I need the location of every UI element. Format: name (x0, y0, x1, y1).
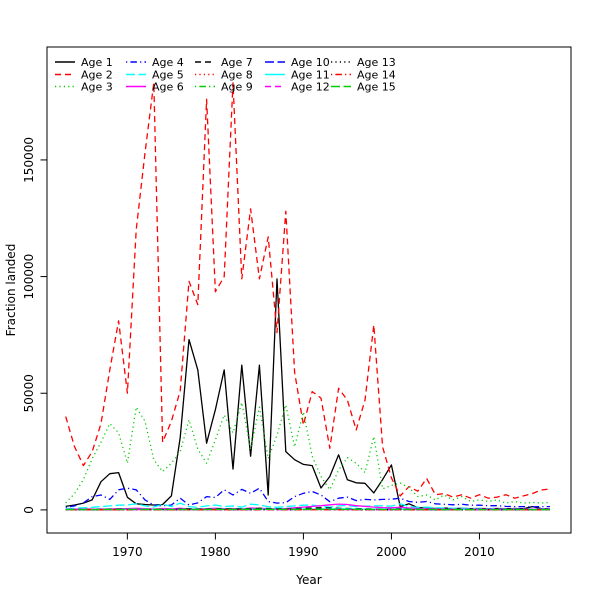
series-line-age-1 (66, 279, 550, 509)
x-tick-label: 2000 (376, 545, 407, 559)
legend-label: Age 1 (81, 56, 113, 69)
legend-label: Age 6 (152, 81, 184, 94)
x-axis-title: Year (295, 573, 321, 587)
x-tick-label: 1980 (200, 545, 231, 559)
legend-item-age-9: Age 9 (195, 81, 253, 94)
x-tick-label: 2010 (464, 545, 495, 559)
x-tick-label: 1990 (288, 545, 319, 559)
legend-item-age-13: Age 13 (331, 56, 396, 69)
legend-item-age-4: Age 4 (126, 56, 184, 69)
legend-item-age-6: Age 6 (126, 81, 184, 94)
y-tick-label: 100000 (22, 254, 36, 300)
y-axis-title: Fraction landed (4, 244, 18, 337)
plot-border (47, 47, 571, 533)
axis-ticks: 1970 1980 1990 2000 2010 0 50000 100000 150000 (22, 137, 495, 559)
legend-label: Age 15 (357, 81, 396, 94)
legend-item-age-7: Age 7 (195, 56, 253, 69)
y-tick-label: 150000 (22, 137, 36, 183)
series-lines (66, 83, 550, 510)
legend-label: Age 4 (152, 56, 184, 69)
series-line-age-2 (66, 83, 550, 498)
legend-item-age-3: Age 3 (55, 81, 113, 94)
legend-label: Age 10 (291, 56, 330, 69)
legend-item-age-15: Age 15 (331, 81, 396, 94)
legend-label: Age 3 (81, 81, 113, 94)
legend-label: Age 7 (221, 56, 253, 69)
legend-item-age-1: Age 1 (55, 56, 113, 69)
legend-label: Age 9 (221, 81, 253, 94)
legend-label: Age 13 (357, 56, 396, 69)
x-tick-label: 1970 (112, 545, 143, 559)
legend-item-age-12: Age 12 (265, 81, 330, 94)
legend-label: Age 12 (291, 81, 330, 94)
y-tick-label: 0 (22, 506, 36, 514)
y-tick-label: 50000 (22, 374, 36, 412)
series-line-age-3 (66, 403, 550, 504)
legend-item-age-10: Age 10 (265, 56, 330, 69)
